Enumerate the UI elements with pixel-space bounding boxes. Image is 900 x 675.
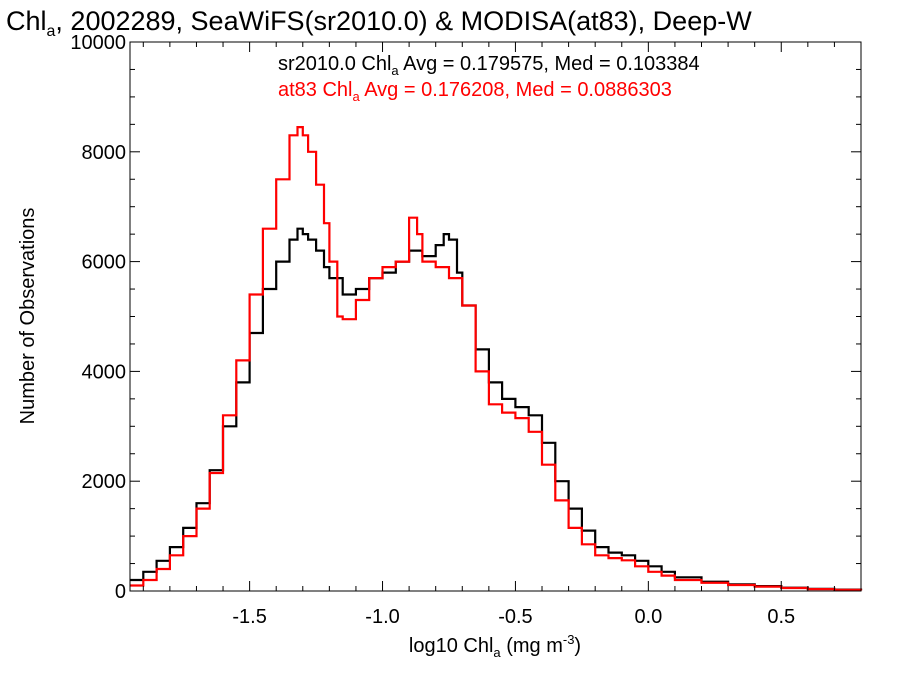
y-axis-label: Number of Observations <box>17 208 39 425</box>
chart-title: Chla, 2002289, SeaWiFS(sr2010.0) & MODIS… <box>6 6 752 40</box>
legend-entry-at83: at83 Chla Avg = 0.176208, Med = 0.088630… <box>278 79 672 104</box>
y-tick-label: 0 <box>115 581 126 603</box>
ticks-layer: -1.5 -1.0 -0.5 0.0 0.5 0 2000 4000 6000 8000 10000 <box>70 32 862 628</box>
y-tick-label: 6000 <box>82 252 127 274</box>
y-tick-label: 2000 <box>82 471 127 493</box>
series-line-at83 <box>130 126 863 591</box>
x-tick-label: -1.5 <box>232 606 266 628</box>
series-layer <box>130 126 863 591</box>
x-tick-label: -0.5 <box>498 606 532 628</box>
y-tick-label: 10000 <box>70 32 126 54</box>
x-tick-label: 0.5 <box>767 606 795 628</box>
x-tick-label: 0.0 <box>634 606 662 628</box>
y-tick-label: 8000 <box>82 142 127 164</box>
x-tick-label: -1.0 <box>365 606 399 628</box>
legend-entry-sr2010: sr2010.0 Chla Avg = 0.179575, Med = 0.10… <box>278 53 700 78</box>
x-axis-label: log10 Chla (mg m-3) <box>409 632 581 660</box>
y-tick-label: 4000 <box>82 361 127 383</box>
